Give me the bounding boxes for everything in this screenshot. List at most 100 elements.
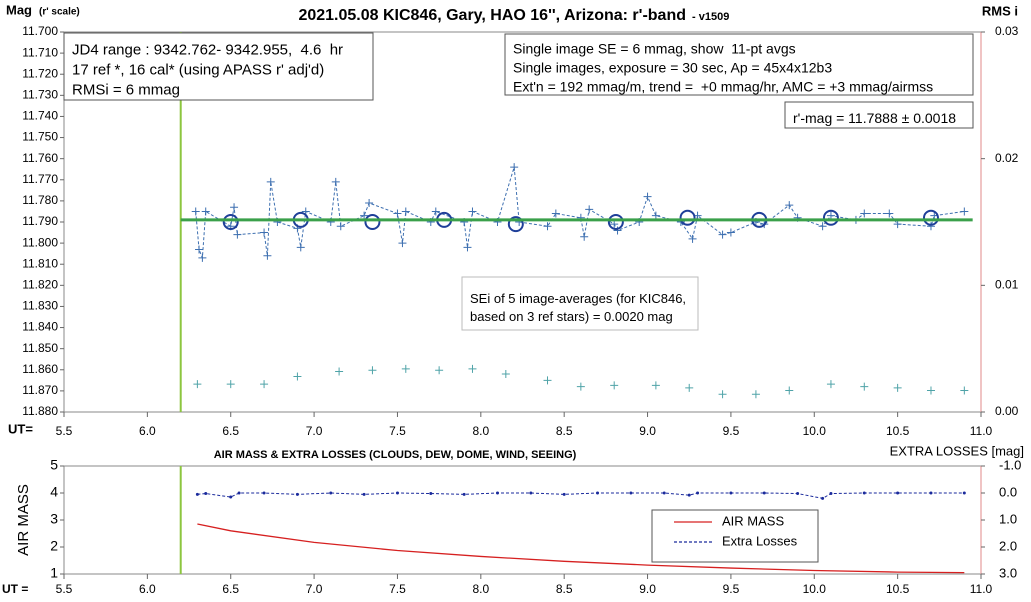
- y-tick-label: 11.720: [22, 66, 58, 80]
- y-tick-label: 11.750: [22, 130, 58, 144]
- dot-marker: [662, 491, 666, 495]
- x-tick-label: 8.0: [472, 582, 489, 596]
- annotation-box: [784, 101, 974, 129]
- y-tick-label: 3: [50, 511, 58, 527]
- dot-marker: [262, 491, 266, 495]
- plus-marker: [293, 372, 302, 381]
- y-tick-label: 11.840: [22, 320, 58, 334]
- plus-marker: [226, 380, 235, 389]
- y-tick-label: 11.800: [22, 235, 58, 249]
- plus-marker: [651, 381, 660, 390]
- plus-marker: [893, 220, 902, 229]
- y2-tick-label: 0.0: [999, 484, 1017, 499]
- plus-marker: [201, 207, 210, 216]
- x-tick-label: 7.0: [306, 424, 323, 438]
- dot-marker: [929, 491, 933, 495]
- x-axis-label: UT=: [8, 421, 33, 436]
- dot-marker: [829, 492, 833, 496]
- x-tick-label: 8.5: [556, 424, 573, 438]
- plus-marker: [885, 209, 894, 218]
- plus-marker: [398, 239, 407, 248]
- y2-tick-label: 1.0: [999, 511, 1017, 526]
- avg-marker: [507, 216, 524, 233]
- dot-marker: [395, 491, 399, 495]
- dot-marker: [429, 492, 433, 496]
- dot-marker: [862, 491, 866, 495]
- plot-frame: [63, 465, 982, 575]
- annotation-box: [461, 276, 699, 331]
- chart-title: AIR MASS & EXTRA LOSSES (CLOUDS, DEW, DO…: [214, 449, 577, 461]
- plus-marker: [393, 209, 402, 218]
- annotation-text: SEi of 5 image-averages (for KIC846,: [470, 291, 686, 306]
- legend-label: AIR MASS: [722, 513, 784, 528]
- dot-marker: [696, 491, 700, 495]
- x-axis-label: UT =: [2, 582, 28, 596]
- y-tick-label: 11.700: [22, 24, 58, 38]
- y-axis-label: AIR MASS: [15, 484, 32, 556]
- legend-box: [651, 509, 819, 563]
- annotation-box: [63, 32, 374, 101]
- plus-marker: [296, 243, 305, 252]
- y-tick-label: 11.810: [22, 256, 58, 270]
- plus-marker: [576, 382, 585, 391]
- x-tick-label: 11.0: [970, 582, 993, 596]
- dot-marker: [562, 492, 566, 496]
- plus-marker: [468, 364, 477, 373]
- y-tick-label: 11.870: [22, 383, 58, 397]
- plus-marker: [893, 383, 902, 392]
- dot-marker: [195, 492, 199, 496]
- plus-marker: [195, 245, 204, 254]
- plus-marker: [233, 230, 242, 239]
- y-tick-label: 11.850: [22, 341, 58, 355]
- plus-marker: [685, 383, 694, 392]
- x-tick-label: 10.0: [803, 424, 827, 438]
- dot-marker: [896, 491, 900, 495]
- y-tick-label: 11.830: [22, 299, 58, 313]
- y-tick-label: 11.760: [22, 151, 58, 165]
- annotation-text: JD4 range : 9342.762- 9342.955, 4.6 hr: [72, 41, 343, 58]
- plus-marker: [260, 228, 269, 237]
- plus-marker: [960, 386, 969, 395]
- y2-tick-label: 0.02: [995, 151, 1019, 165]
- x-tick-label: 10.5: [886, 424, 910, 438]
- series-line: [197, 492, 965, 499]
- plus-marker: [193, 380, 202, 389]
- avg-marker: [679, 209, 696, 226]
- dot-marker: [687, 493, 691, 497]
- annotation-text: Ext'n = 192 mmag/m, trend = +0 mmag/hr, …: [513, 79, 933, 95]
- y-tick-label: 11.770: [22, 172, 58, 186]
- avg-marker: [364, 214, 381, 230]
- plus-marker: [368, 366, 377, 375]
- x-tick-label: 7.0: [306, 582, 323, 596]
- dot-marker: [229, 495, 233, 499]
- y2-tick-label: -1.0: [999, 457, 1021, 472]
- series-line: [195, 166, 965, 259]
- dot-marker: [796, 492, 800, 496]
- chart-title: 2021.05.08 KIC846, Gary, HAO 16'', Arizo…: [298, 7, 686, 24]
- plus-marker: [613, 226, 622, 235]
- x-tick-label: 10.5: [886, 582, 910, 596]
- plus-marker: [543, 222, 552, 231]
- plus-marker: [860, 209, 869, 218]
- plus-marker: [331, 177, 340, 186]
- plus-marker: [826, 380, 835, 389]
- x-tick-label: 6.0: [139, 424, 156, 438]
- x-tick-label: 6.5: [222, 424, 239, 438]
- y-tick-label: 11.880: [22, 404, 58, 418]
- plus-marker: [230, 203, 239, 212]
- y-tick-label: 11.710: [22, 45, 58, 59]
- x-tick-label: 11.0: [970, 424, 993, 438]
- dot-marker: [462, 492, 466, 496]
- plus-marker: [263, 251, 272, 260]
- x-tick-label: 5.5: [56, 424, 73, 438]
- x-tick-label: 9.5: [723, 582, 740, 596]
- plus-marker: [501, 370, 510, 378]
- annotation-box: [504, 33, 974, 96]
- y-tick-label: 11.730: [22, 88, 58, 102]
- plus-marker: [960, 207, 969, 216]
- plus-marker: [335, 367, 344, 376]
- dot-marker: [629, 491, 633, 495]
- x-tick-label: 6.0: [139, 582, 156, 596]
- plus-marker: [643, 192, 652, 201]
- plus-marker: [191, 207, 200, 216]
